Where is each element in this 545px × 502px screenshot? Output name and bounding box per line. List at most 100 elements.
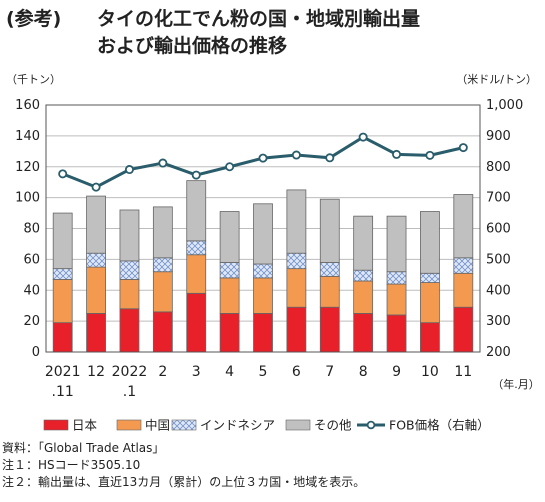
legend-swatch <box>285 419 311 431</box>
legend-label: 日本 <box>72 418 98 433</box>
bar-segment <box>152 311 173 353</box>
fob-price-point <box>458 143 468 153</box>
chart-area: 0 20 40 60 80 100 120 140 160 200 300 400 500 600 700 8… <box>15 98 540 433</box>
bar-segment <box>219 211 240 263</box>
bar-segment <box>52 268 73 280</box>
bar-segment <box>186 180 207 242</box>
bar-segment <box>119 209 140 262</box>
bar-segment <box>52 279 73 324</box>
fob-price-point <box>191 170 201 180</box>
bar-segment <box>353 269 374 282</box>
y-right-tick-label: 200 <box>486 345 511 360</box>
bar-segment <box>319 262 340 277</box>
fob-price-point <box>91 182 101 192</box>
y-right-tick-label: 700 <box>486 191 511 206</box>
bar-segment <box>286 252 307 270</box>
bar-segment <box>286 268 307 308</box>
bar-segment <box>152 257 173 273</box>
bar-segment <box>319 198 340 263</box>
bar-segment <box>420 322 440 353</box>
fob-price-point <box>124 165 134 175</box>
bar-segment <box>386 271 407 285</box>
y-right-tick-label: 800 <box>486 160 511 175</box>
x-tick-label: 3 <box>192 364 201 380</box>
bar-segment <box>286 189 307 254</box>
y-left-tick-label: 140 <box>15 129 40 144</box>
bar-segment <box>119 279 140 310</box>
bar-segment <box>386 283 407 316</box>
y-left-tick-label: 80 <box>23 222 40 237</box>
bar-segment <box>86 195 106 254</box>
right-axis-unit: （米ドル/トン） <box>456 73 537 86</box>
notes: 資料：「Global Trade Atlas」 注１：HSコード3505.10 … <box>2 440 365 491</box>
y-right-tick-label: 900 <box>486 129 511 144</box>
x-tick-label: 12 <box>87 364 105 380</box>
bar-segment <box>119 308 140 353</box>
bar-segment <box>253 277 273 314</box>
fob-price-point <box>325 153 335 163</box>
x-tick-label: 5 <box>259 364 268 380</box>
fob-price-point <box>225 162 235 172</box>
y-right-tick-label: 500 <box>486 252 511 267</box>
bar-segment <box>186 254 207 294</box>
legend-label: インドネシア <box>200 418 275 433</box>
bar-segment <box>453 306 474 353</box>
x-tick-label: 9 <box>392 364 401 380</box>
bar-segment <box>253 313 273 353</box>
legend-swatch <box>43 419 69 431</box>
left-axis-unit: （千トン） <box>6 73 61 86</box>
y-right-tick-label: 400 <box>486 283 511 298</box>
bar-segment <box>253 263 273 279</box>
y-left-tick-label: 20 <box>23 314 40 329</box>
bar-segment <box>420 211 440 274</box>
y-right-tick-label: 300 <box>486 314 511 329</box>
y-left-tick-label: 100 <box>15 191 40 206</box>
bar-segment <box>86 313 106 353</box>
fob-price-point <box>258 153 268 163</box>
x-tick-label: .1 <box>123 384 136 400</box>
legend-label: FOB価格（右軸） <box>389 418 490 433</box>
bar-segment <box>219 313 240 353</box>
title-tag: (参考) <box>6 8 62 30</box>
x-tick-label: 2022 <box>112 364 148 380</box>
y-left-tick-label: 0 <box>32 345 40 360</box>
x-tick-label: 6 <box>292 364 301 380</box>
x-tick-label: 2 <box>158 364 167 380</box>
bar-segment <box>420 272 440 283</box>
y-left-tick-label: 160 <box>15 98 40 113</box>
y-left-tick-label: 40 <box>23 283 40 298</box>
bar-segment <box>119 260 140 280</box>
bar-segment <box>152 206 173 259</box>
bar-segment <box>219 277 240 314</box>
x-tick-label: 8 <box>359 364 368 380</box>
bar-segment <box>353 313 374 353</box>
bar-segment <box>86 266 106 314</box>
note-1: 注１：HSコード3505.10 <box>2 458 141 472</box>
bar-segment <box>52 322 73 353</box>
fob-price-point <box>392 149 402 159</box>
bar-segment <box>453 257 474 274</box>
x-axis-unit: （年.月） <box>492 377 540 391</box>
chart-title-line2: および輸出価格の推移 <box>97 35 288 57</box>
bar-segment <box>453 272 474 308</box>
bar-segment <box>319 275 340 308</box>
chart-title-line1: タイの化工でん粉の国・地域別輸出量 <box>97 8 421 30</box>
bar-segment <box>420 282 440 324</box>
y-right-tick-label: 1,000 <box>486 98 523 113</box>
bar-segment <box>286 306 307 353</box>
note-source: 資料：「Global Trade Atlas」 <box>2 441 165 455</box>
bar-segment <box>319 306 340 353</box>
fob-price-point <box>58 169 68 179</box>
legend-swatch <box>116 419 142 431</box>
fob-price-point <box>425 150 435 160</box>
y-right-tick-label: 600 <box>486 222 511 237</box>
bar-segment <box>186 292 207 353</box>
plot-frame <box>45 104 481 353</box>
note-2: 注２：輸出量は、直近13カ月（累計）の上位３カ国・地域を表示。 <box>2 475 366 489</box>
y-left-tick-label: 60 <box>23 252 40 267</box>
fob-price-point <box>158 158 168 168</box>
x-tick-label: 11 <box>454 364 472 380</box>
bar-segment <box>219 262 240 279</box>
fob-price-point <box>358 132 368 142</box>
bar-segment <box>453 194 474 259</box>
